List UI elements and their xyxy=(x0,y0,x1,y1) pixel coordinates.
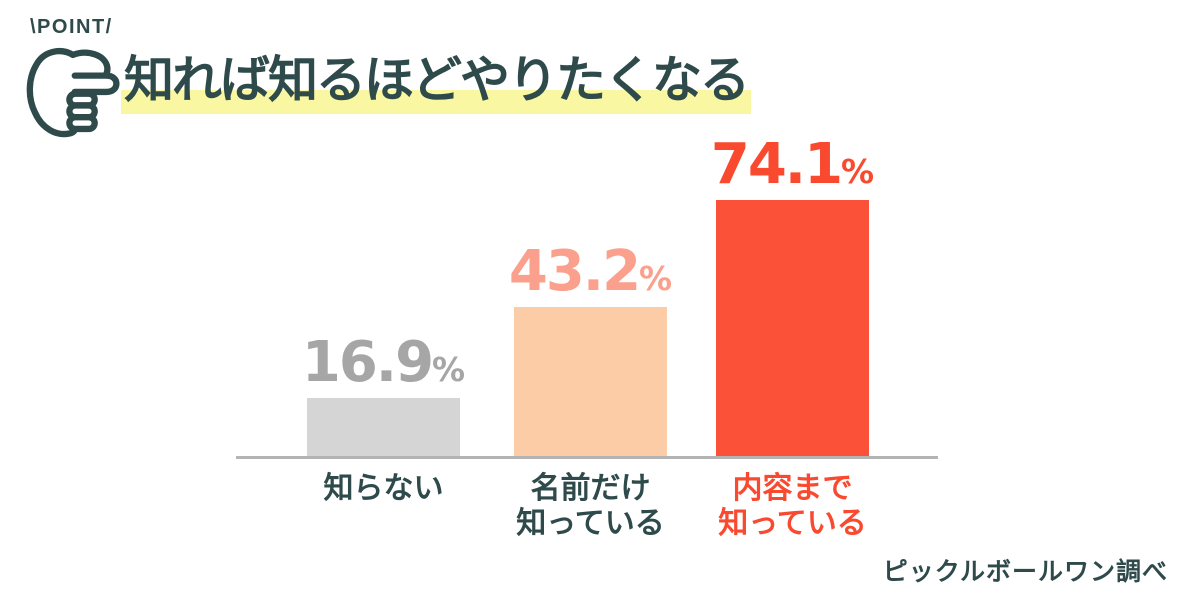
category-line: 知っている xyxy=(718,507,867,540)
value-label: 74.1% xyxy=(711,136,875,193)
value-number: 43.2 xyxy=(508,238,641,304)
bar-group-shiranai: 16.9% xyxy=(302,334,465,456)
hand-index-finger xyxy=(71,72,120,96)
percent-sign: % xyxy=(841,151,875,191)
page-title-text: 知れば知るほどやりたくなる xyxy=(124,52,750,108)
bar-shiranai xyxy=(307,397,460,456)
category-line: 知っている xyxy=(516,507,665,540)
value-number: 16.9 xyxy=(301,329,434,395)
percent-sign: % xyxy=(639,258,673,298)
category-label-shiranai: 知らない xyxy=(307,471,460,506)
x-axis-line xyxy=(236,456,938,459)
category-line: 知らない xyxy=(323,472,444,505)
value-number: 74.1 xyxy=(710,131,843,197)
point-label: \POINT/ xyxy=(30,16,113,38)
page-title: 知れば知るほどやりたくなる xyxy=(121,52,751,114)
category-line: 名前だけ xyxy=(530,472,651,505)
hand-knuckle xyxy=(66,114,98,133)
percent-sign: % xyxy=(432,349,466,389)
bar-namae-dake xyxy=(514,306,667,456)
category-label-namae-dake: 名前だけ 知っている xyxy=(514,471,667,541)
category-label-naiyou-made: 内容まで 知っている xyxy=(716,471,869,541)
title-highlight-bar xyxy=(121,89,751,114)
bar-group-namae-dake: 43.2% xyxy=(509,243,672,456)
pointing-hand-icon xyxy=(26,48,120,138)
value-label: 43.2% xyxy=(509,243,673,300)
category-line: 内容まで xyxy=(732,472,853,505)
source-note: ピックルボールワン調べ xyxy=(882,558,1168,586)
bar-group-naiyou-made: 74.1% xyxy=(711,136,874,456)
bar-naiyou-made xyxy=(716,199,869,456)
value-label: 16.9% xyxy=(302,334,466,391)
